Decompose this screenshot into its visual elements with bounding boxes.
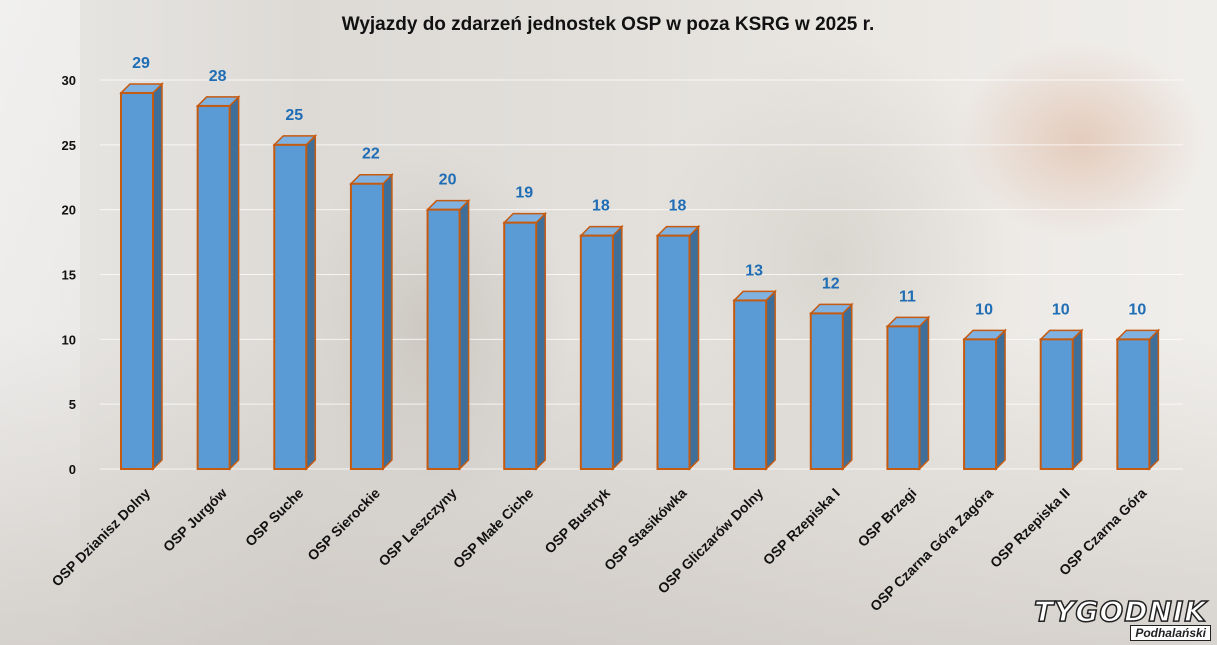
x-tick-label: OSP Stasikówka <box>601 485 690 574</box>
bar <box>425 198 471 471</box>
bar-front <box>120 91 154 470</box>
data-label: 10 <box>975 301 993 318</box>
bar <box>962 328 1007 471</box>
x-tick-label: OSP Jurgów <box>160 485 230 555</box>
data-label: 13 <box>745 262 763 279</box>
y-tick-label: 15 <box>62 268 76 283</box>
x-tick-label: OSP Czarna Góra Zagóra <box>867 485 997 615</box>
x-tick-label: OSP Brzegi <box>854 485 919 550</box>
x-axis: OSP Dzianisz Dolny OSP Jurgów OSP SucheOSP… <box>48 485 1149 615</box>
bars <box>119 82 1161 471</box>
bar-side <box>995 328 1006 471</box>
y-tick-label: 10 <box>62 332 76 347</box>
watermark-name: TYGODNIK <box>1033 594 1207 629</box>
bar-side <box>382 172 393 471</box>
bar-front <box>963 338 998 471</box>
bar <box>579 224 624 471</box>
bar-side <box>842 302 853 471</box>
bar-front <box>579 234 614 470</box>
x-tick-label: OSP Bustryk <box>541 485 613 557</box>
x-tick-label: OSP Rzepiska I <box>760 485 843 568</box>
x-tick-label: OSP Leszczyny <box>375 485 459 569</box>
bar-side <box>152 82 163 471</box>
watermark-logo: TYGODNIK Podhalański <box>1031 594 1211 641</box>
x-tick-label: OSP Suche <box>242 485 307 550</box>
data-label: 19 <box>515 185 533 202</box>
bar-front <box>809 312 844 470</box>
bar-front <box>426 208 461 471</box>
bar-side <box>1071 328 1083 471</box>
bar <box>119 82 164 471</box>
bar <box>732 289 777 471</box>
data-label: 12 <box>822 275 840 292</box>
bar <box>349 172 394 471</box>
x-tick-label: OSP Dzianisz Dolny <box>48 485 153 590</box>
bar-side <box>918 315 930 471</box>
bar-front <box>349 182 384 470</box>
y-tick-label: 20 <box>62 203 76 218</box>
bar-front <box>1039 338 1074 471</box>
watermark-sub: Podhalański <box>1130 625 1211 641</box>
bar-front <box>503 221 538 470</box>
bar-front <box>196 104 231 471</box>
bar-front <box>1116 338 1151 471</box>
bar <box>195 95 241 471</box>
bar <box>502 211 548 471</box>
bar <box>272 134 318 471</box>
data-label: 10 <box>1128 301 1146 318</box>
bar <box>1115 328 1161 471</box>
bar <box>885 315 931 471</box>
data-label: 11 <box>899 288 916 305</box>
bar <box>1038 328 1084 471</box>
y-tick-label: 0 <box>69 462 76 477</box>
x-tick-label: OSP Rzepiska II <box>987 485 1073 571</box>
y-axis: 0 5 10 15 20 25 30 <box>62 73 76 477</box>
bar-side <box>688 224 700 471</box>
data-label: 28 <box>209 68 227 85</box>
bar-side <box>458 198 470 471</box>
y-tick-label: 25 <box>62 138 76 153</box>
bar-front <box>733 299 768 470</box>
data-label: 18 <box>669 198 687 215</box>
bar-side <box>535 211 546 471</box>
bar-front <box>656 234 691 470</box>
data-label: 20 <box>439 172 457 189</box>
bar-side <box>765 289 776 471</box>
data-label: 10 <box>1052 301 1070 318</box>
bar <box>655 224 701 471</box>
bar <box>808 302 854 471</box>
y-tick-label: 30 <box>62 73 76 88</box>
bar-front <box>886 325 921 470</box>
bar-side <box>1148 328 1160 471</box>
chart-title: Wyjazdy do zdarzeń jednostek OSP w poza … <box>342 14 875 35</box>
data-label: 25 <box>285 107 303 124</box>
bar-side <box>305 134 317 471</box>
y-tick-label: 5 <box>69 397 76 412</box>
data-label: 22 <box>362 146 380 163</box>
x-tick-label: OSP Małe Ciche <box>450 485 537 572</box>
data-label: 18 <box>592 198 610 215</box>
bar-front <box>273 143 308 470</box>
data-label: 29 <box>132 55 150 72</box>
data-labels: 29 28 25 22 20 19 18 18 13 12 11 10 10 10 <box>132 55 1146 318</box>
bar-side <box>228 95 240 471</box>
x-tick-label: OSP Sierockie <box>304 485 383 564</box>
grid-lines <box>100 79 1183 470</box>
bar-side <box>612 224 623 471</box>
